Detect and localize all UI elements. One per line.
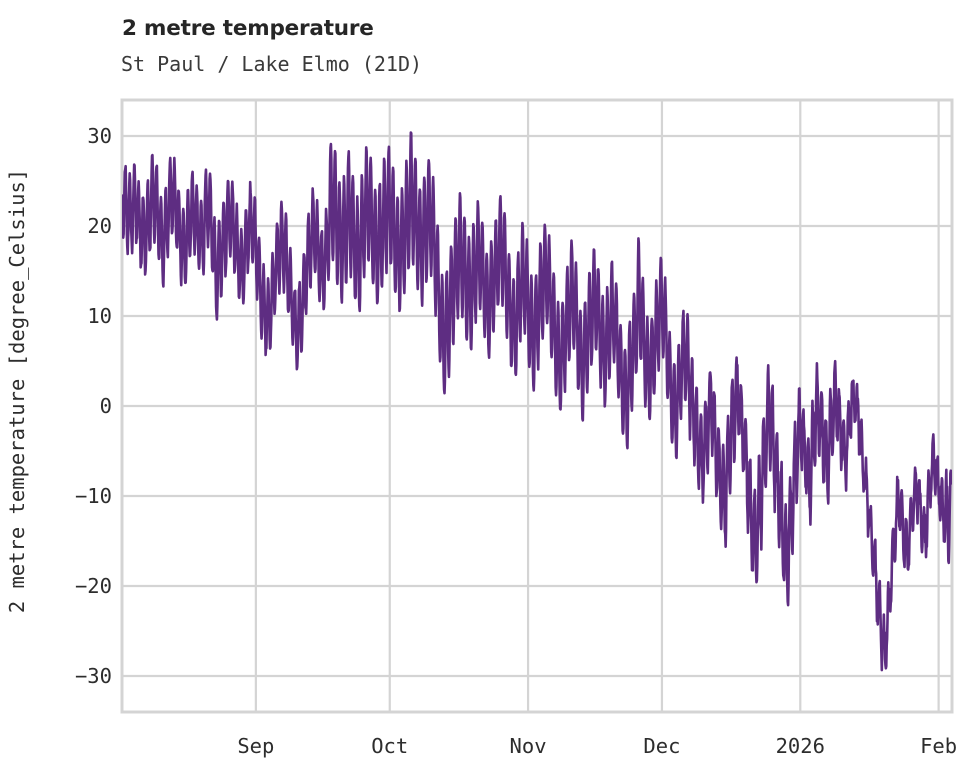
x-tick-label: 2026 (775, 734, 825, 758)
chart-title: 2 metre temperature (122, 16, 374, 41)
y-tick-label: −10 (74, 484, 112, 508)
x-tick-label: Sep (237, 734, 275, 758)
y-tick-label: 20 (87, 214, 112, 238)
x-tick-label: Feb (920, 734, 958, 758)
y-tick-label: 0 (99, 394, 112, 418)
y-tick-label: −20 (74, 574, 112, 598)
x-tick-label: Oct (371, 734, 409, 758)
y-tick-label: −30 (74, 664, 112, 688)
y-tick-label: 30 (87, 124, 112, 148)
x-tick-label: Nov (509, 734, 547, 758)
y-axis-ticks: 30 20 10 0 −10 −20 −30 (42, 0, 112, 782)
chart-subtitle: St Paul / Lake Elmo (21D) (121, 52, 423, 76)
y-tick-label: 10 (87, 304, 112, 328)
data-line-group (122, 131, 952, 672)
x-tick-label: Dec (643, 734, 681, 758)
